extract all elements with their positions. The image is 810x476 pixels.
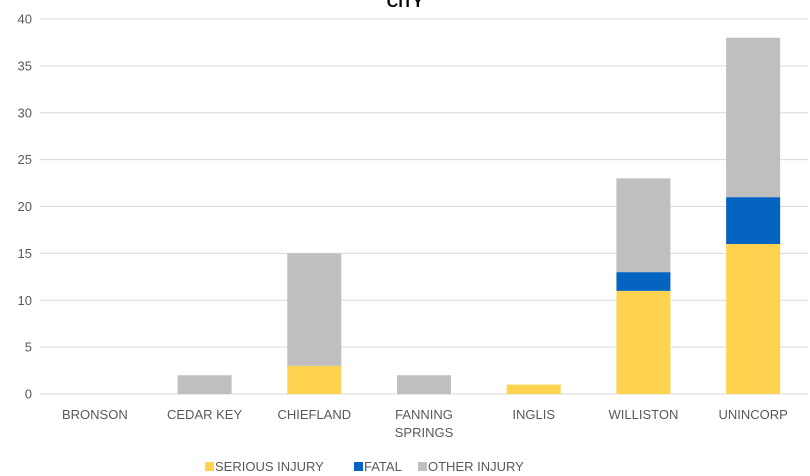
legend: SERIOUS INJURY FATAL OTHER INJURY [205, 459, 524, 474]
y-tick-label: 40 [18, 12, 32, 27]
y-tick-label: 15 [18, 246, 32, 261]
x-tick-label: CEDAR KEY [167, 407, 242, 422]
x-tick-label: BRONSON [62, 407, 128, 422]
bar-segment [726, 244, 781, 394]
y-tick-label: 20 [18, 199, 32, 214]
legend-swatch [205, 462, 214, 471]
bar-segment [616, 272, 671, 291]
bar-segment [287, 365, 342, 394]
y-tick-label: 30 [18, 105, 32, 120]
y-tick-label: 25 [18, 152, 32, 167]
legend-label: OTHER INJURY [428, 459, 524, 474]
y-tick-label: 35 [18, 58, 32, 73]
y-tick-label: 10 [18, 293, 32, 308]
bar-segment [397, 375, 451, 394]
legend-item: FATAL [354, 459, 402, 474]
legend-label: SERIOUS INJURY [215, 459, 324, 474]
legend-item: SERIOUS INJURY [205, 459, 324, 474]
y-tick-label: 5 [25, 340, 32, 355]
x-tick-label: UNINCORP [718, 407, 787, 422]
gridlines [40, 18, 808, 395]
x-tick-label: FANNING SPRINGS [395, 407, 454, 440]
y-axis: 0 5 10 15 20 25 30 35 40 [18, 12, 32, 402]
y-tick-label: 0 [25, 387, 32, 402]
x-axis: BRONSON CEDAR KEY CHIEFLAND FANNING SPRINGS I… [62, 407, 788, 440]
x-tick-label: CHIEFLAND [277, 407, 351, 422]
bar-segment [726, 197, 781, 244]
x-tick-label: WILLISTON [609, 407, 679, 422]
bars [177, 37, 781, 394]
bar-segment [616, 178, 671, 273]
x-tick-label: INGLIS [512, 407, 555, 422]
legend-label: FATAL [364, 459, 402, 474]
legend-swatch [418, 462, 427, 471]
chart-title: CITY [387, 0, 424, 11]
legend-swatch [354, 462, 363, 471]
bar-segment [726, 37, 781, 198]
bar-segment [287, 253, 342, 366]
legend-item: OTHER INJURY [418, 459, 524, 474]
bar-segment [506, 384, 561, 394]
bar-segment [177, 375, 232, 394]
bar-segment [616, 290, 671, 394]
